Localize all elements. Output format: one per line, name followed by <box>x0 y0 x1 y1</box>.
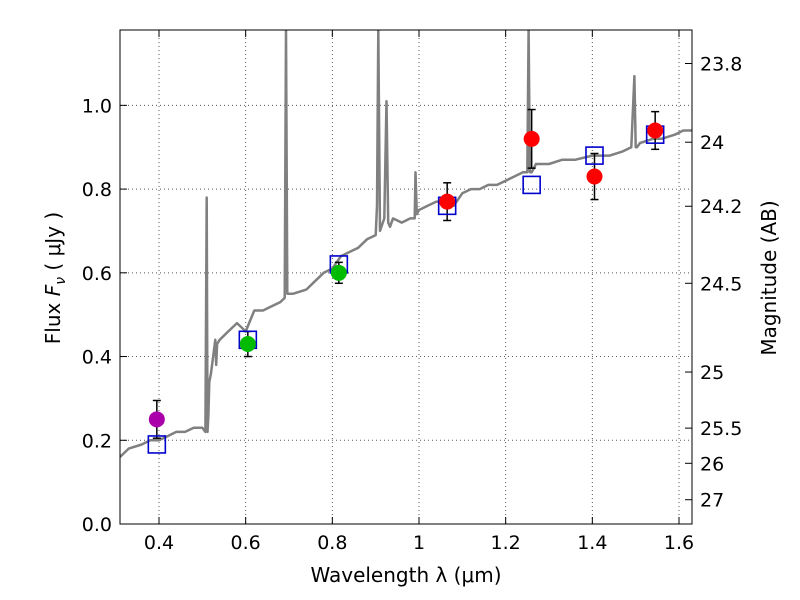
y-tick-label: 0.4 <box>82 347 112 369</box>
y-tick-label: 0.2 <box>82 430 112 452</box>
y-axis-label-subscript: ν <box>53 277 69 285</box>
observed-point <box>148 411 165 428</box>
x-tick-label: 1.2 <box>491 532 521 554</box>
y-axis-label-suffix: ( μJy ) <box>41 212 65 277</box>
model-point <box>147 435 167 454</box>
spectrum-series <box>120 30 692 458</box>
x-axis-label: Wavelength λ (μm) <box>310 563 501 587</box>
x-tick-label: 0.4 <box>144 532 174 554</box>
right-tick-label: 24.5 <box>700 273 742 295</box>
spectrum-line <box>120 30 692 458</box>
observed-point <box>586 168 603 185</box>
right-tick-label: 24 <box>700 132 724 154</box>
y-tick-label: 0.6 <box>82 263 112 285</box>
observed-photometry-series <box>148 122 664 428</box>
model-point <box>522 175 541 195</box>
observed-point <box>330 264 347 281</box>
right-axis-label: Magnitude (AB) <box>757 200 781 355</box>
x-tick-label: 1 <box>413 532 425 554</box>
y-axis-label: Flux Fν ( μJy ) <box>41 212 69 344</box>
y-axis-label-symbol: F <box>41 284 65 296</box>
right-tick-label: 23.8 <box>700 53 742 75</box>
observed-point <box>647 122 664 139</box>
x-tick-label: 1.6 <box>664 532 694 554</box>
plot-frame <box>119 29 693 525</box>
right-tick-label: 26 <box>700 453 724 475</box>
right-tick-label: 25 <box>700 362 724 384</box>
y-tick-label: 0.0 <box>82 514 112 536</box>
x-tick-label: 0.6 <box>231 532 261 554</box>
right-tick-label: 27 <box>700 490 724 512</box>
x-tick-label: 1.4 <box>577 532 607 554</box>
x-tick-label: 0.8 <box>317 532 347 554</box>
observed-point <box>523 130 540 147</box>
y-tick-label: 0.8 <box>82 179 112 201</box>
model-point <box>585 146 604 165</box>
model-photometry-series <box>147 125 665 454</box>
y-axis-label-prefix: Flux <box>41 296 65 344</box>
observed-point <box>439 193 456 210</box>
right-tick-label: 24.2 <box>700 196 742 218</box>
y-tick-label: 1.0 <box>82 95 112 117</box>
axes: 0.4 0.6 0.8 1 1.2 1.4 1.6 0.0 0.2 0.4 0.6 0.8 1.0 23.… <box>82 29 742 554</box>
right-tick-label: 25.5 <box>700 418 742 440</box>
observed-point <box>239 335 256 352</box>
